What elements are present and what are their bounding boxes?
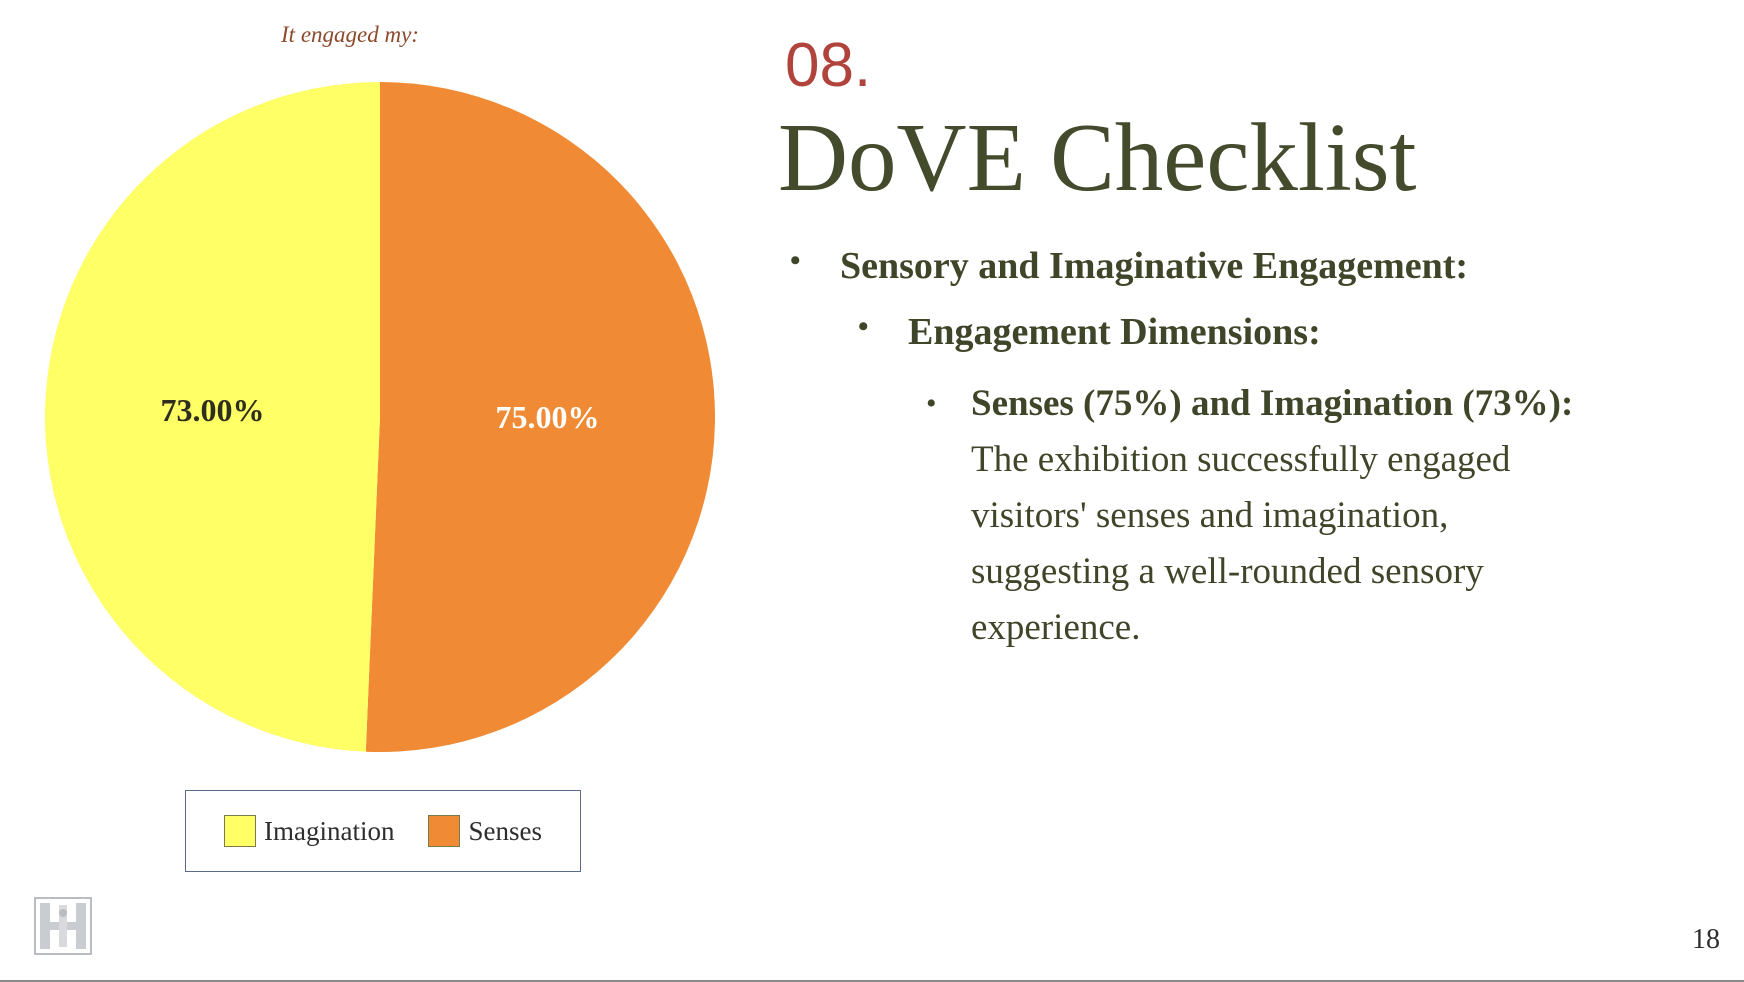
section-number: 08.: [785, 31, 872, 100]
bottom-rule: [0, 980, 1744, 982]
pie-slice-imagination: [44, 82, 380, 752]
legend-label-imagination: Imagination: [264, 815, 395, 846]
legend-swatch-imagination: [224, 815, 257, 847]
bullet-dot: •: [926, 387, 937, 420]
pie-slice-senses: [365, 82, 715, 752]
bullet-dot: •: [790, 244, 801, 277]
legend-item-senses: Senses: [428, 815, 542, 847]
bullet-dot: •: [858, 310, 869, 343]
bullet-level-3-lead: Senses (75%) and Imagination (73%):: [971, 383, 1574, 424]
legend-item-imagination: Imagination: [224, 815, 394, 847]
page-number: 18: [1692, 924, 1720, 955]
chart-legend: Imagination Senses: [185, 790, 581, 872]
bullet-level-3-body: The exhibition successfully engaged visi…: [971, 439, 1511, 648]
bullet-level-1: • Sensory and Imaginative Engagement:: [790, 244, 1690, 288]
data-label-senses: 75.00%: [495, 399, 599, 435]
data-label-imagination: 73.00%: [161, 392, 265, 428]
bullet-level-2: • Engagement Dimensions:: [858, 310, 1690, 354]
institution-crest-icon: [34, 897, 92, 955]
legend-swatch-senses: [428, 815, 461, 847]
bullet-level-1-text: Sensory and Imaginative Engagement:: [840, 245, 1469, 287]
bullet-list: • Sensory and Imaginative Engagement: • …: [790, 244, 1690, 656]
bullet-level-3: • Senses (75%) and Imagination (73%): Th…: [926, 376, 1690, 656]
slide-title: DoVE Checklist: [778, 104, 1417, 211]
pie-chart: 75.00% 73.00%: [44, 82, 715, 752]
bullet-level-2-text: Engagement Dimensions:: [908, 311, 1321, 353]
legend-label-senses: Senses: [468, 815, 542, 846]
chart-title: It engaged my:: [281, 22, 419, 47]
